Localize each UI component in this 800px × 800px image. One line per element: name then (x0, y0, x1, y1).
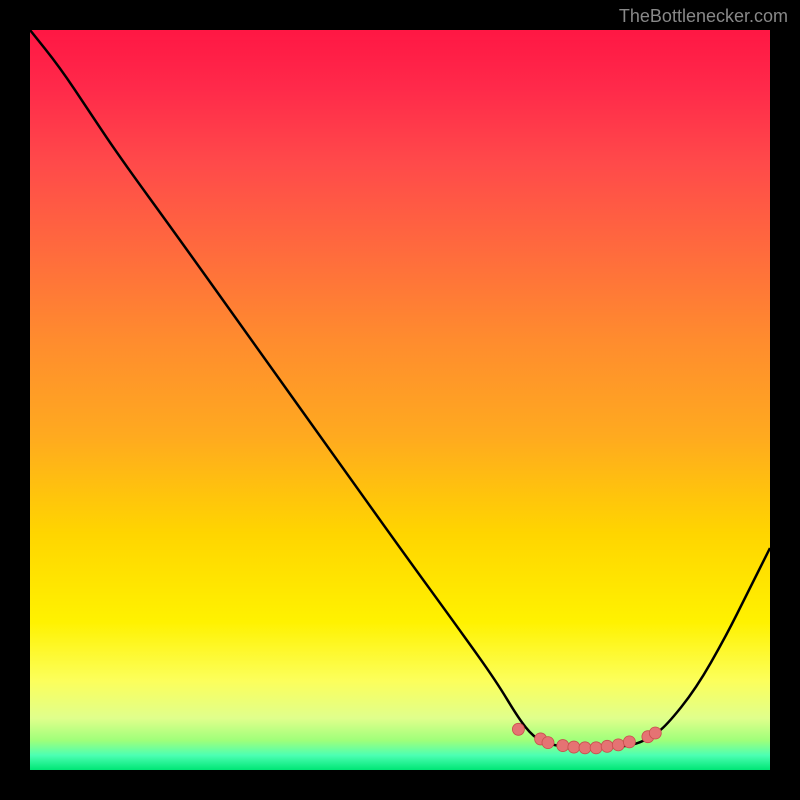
marker-point (612, 739, 624, 751)
marker-point (568, 741, 580, 753)
marker-point (649, 727, 661, 739)
marker-point (542, 737, 554, 749)
gradient-background (30, 30, 770, 770)
plot-area (30, 30, 770, 770)
marker-point (623, 736, 635, 748)
marker-point (579, 742, 591, 754)
marker-point (512, 723, 524, 735)
attribution-text: TheBottlenecker.com (619, 6, 788, 27)
marker-point (590, 742, 602, 754)
chart-svg (30, 30, 770, 770)
marker-point (601, 740, 613, 752)
marker-point (557, 740, 569, 752)
